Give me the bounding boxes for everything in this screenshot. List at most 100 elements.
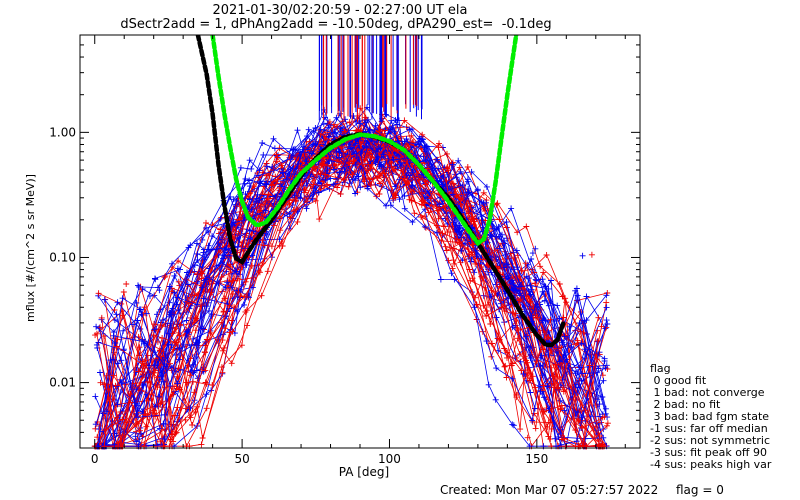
data-point-marker	[221, 344, 227, 351]
data-point-marker	[156, 393, 162, 400]
data-point-marker	[321, 183, 328, 189]
data-point-marker	[532, 425, 539, 432]
data-point-marker	[600, 377, 607, 384]
data-point-marker	[445, 167, 452, 174]
y-tick-label: 1.00	[49, 125, 76, 139]
data-point-marker	[263, 181, 270, 188]
legend-entry: 2 bad: no fit	[650, 398, 721, 411]
data-point-marker	[310, 164, 317, 171]
data-point-marker	[578, 414, 585, 421]
data-point-marker	[331, 126, 338, 133]
data-point-marker	[161, 411, 168, 418]
data-point-marker	[215, 230, 222, 237]
data-point-marker	[523, 333, 530, 340]
data-point-marker	[514, 264, 521, 271]
legend-entry: 0 good fit	[650, 374, 707, 387]
data-point-marker	[175, 365, 182, 372]
y-tick-label: 0.10	[49, 250, 76, 264]
data-point-marker	[161, 436, 168, 442]
data-point-marker	[242, 308, 249, 315]
data-point-marker	[208, 289, 215, 296]
data-point-marker	[279, 169, 286, 176]
data-point-marker	[234, 308, 240, 315]
data-point-marker	[464, 178, 471, 185]
data-point-marker	[189, 422, 196, 428]
data-point-marker	[480, 275, 486, 282]
data-point-marker	[161, 361, 168, 367]
data-point-marker	[309, 196, 316, 203]
data-point-marker	[493, 365, 500, 372]
data-point-marker	[183, 379, 190, 386]
data-point-marker	[123, 281, 130, 287]
data-point-marker	[543, 252, 550, 258]
data-point-marker	[559, 339, 566, 346]
data-point-marker	[494, 335, 501, 342]
data-point-marker	[488, 269, 495, 276]
data-point-marker	[600, 434, 607, 441]
data-point-marker	[330, 121, 337, 128]
data-point-marker	[301, 189, 308, 196]
data-point-marker	[203, 254, 209, 261]
data-point-marker	[337, 191, 344, 197]
data-point-marker	[489, 340, 495, 347]
data-point-marker	[141, 362, 147, 369]
data-point-marker	[303, 205, 310, 212]
data-point-marker	[194, 301, 201, 308]
data-point-marker	[249, 262, 255, 269]
data-point-marker	[147, 293, 153, 300]
data-point-marker	[580, 329, 587, 336]
data-point-marker	[171, 412, 178, 419]
data-point-marker	[330, 181, 337, 188]
data-point-marker	[316, 216, 323, 223]
data-point-marker	[406, 196, 413, 203]
data-point-marker	[154, 355, 161, 361]
data-point-marker	[554, 385, 560, 392]
data-point-marker	[271, 145, 278, 152]
data-point-marker	[419, 131, 426, 138]
data-point-marker	[468, 204, 475, 211]
data-point-marker	[184, 269, 190, 276]
data-point-marker	[383, 202, 389, 209]
data-point-marker	[176, 386, 183, 393]
data-point-marker	[355, 173, 362, 180]
data-point-marker	[396, 196, 403, 203]
data-point-marker	[151, 326, 158, 333]
data-point-marker	[440, 223, 447, 230]
data-point-marker	[390, 145, 397, 152]
data-point-marker	[409, 139, 416, 146]
data-point-marker	[560, 388, 567, 395]
data-point-marker	[218, 274, 225, 280]
data-point-marker	[98, 314, 105, 321]
data-point-marker	[92, 332, 99, 339]
data-point-marker	[449, 161, 456, 168]
data-point-marker	[340, 176, 347, 183]
data-point-marker	[248, 165, 255, 172]
fit-curves	[195, 35, 566, 348]
data-point-marker	[433, 156, 440, 163]
data-point-marker	[245, 192, 252, 199]
data-point-marker	[537, 388, 544, 395]
data-point-marker	[224, 253, 231, 260]
data-point-marker	[515, 327, 522, 333]
data-point-marker	[219, 369, 226, 376]
data-point-marker	[277, 227, 284, 234]
data-point-marker	[171, 339, 178, 346]
data-point-marker	[173, 429, 180, 436]
data-point-marker	[579, 402, 586, 409]
data-point-marker	[339, 144, 345, 151]
data-point-marker	[556, 358, 563, 365]
data-point-marker	[557, 397, 564, 404]
data-point-marker	[96, 325, 103, 332]
data-point-marker	[187, 372, 194, 379]
data-point-marker	[364, 167, 371, 174]
data-point-marker	[514, 335, 521, 342]
data-point-marker	[226, 302, 233, 309]
data-point-marker	[529, 417, 536, 424]
data-point-marker	[229, 277, 236, 284]
data-point-marker	[566, 323, 573, 330]
data-point-marker	[333, 114, 340, 121]
data-point-marker	[379, 131, 386, 137]
data-point-marker	[157, 322, 164, 329]
data-point-marker	[436, 204, 443, 211]
